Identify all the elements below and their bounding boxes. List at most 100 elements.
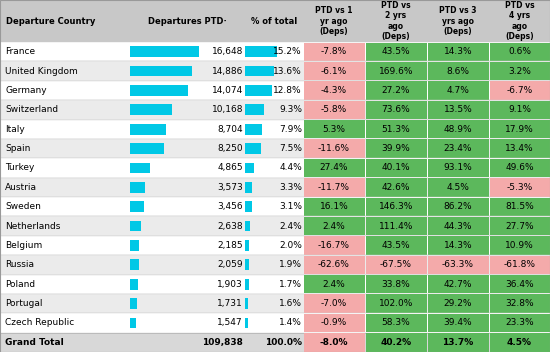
Bar [130,318,136,328]
Bar [366,197,426,216]
Text: Switzerland: Switzerland [5,105,58,114]
Text: 3,573: 3,573 [217,183,243,192]
Text: 10.9%: 10.9% [505,241,534,250]
Bar [0,61,550,81]
Text: -11.6%: -11.6% [318,144,350,153]
Text: Portugal: Portugal [5,299,42,308]
Text: 23.4%: 23.4% [444,144,472,153]
Text: 5.3%: 5.3% [322,125,345,134]
Bar [304,333,365,352]
Text: 14.3%: 14.3% [444,47,472,56]
Text: Departures PTD·: Departures PTD· [148,17,227,25]
Bar [490,139,549,158]
Text: PTD vs
2 yrs
ago
(Deps): PTD vs 2 yrs ago (Deps) [381,1,411,41]
Text: 27.4%: 27.4% [320,163,348,172]
Bar [0,275,550,294]
Bar [366,178,426,196]
Bar [304,101,365,119]
Bar [245,105,265,115]
Text: -5.8%: -5.8% [321,105,347,114]
Bar [130,46,199,57]
Text: 1.9%: 1.9% [279,260,302,269]
Bar [427,333,488,352]
Bar [366,81,426,100]
Text: Belgium: Belgium [5,241,42,250]
Text: PTD vs
4 yrs
ago
(Deps): PTD vs 4 yrs ago (Deps) [505,1,534,41]
Text: 100.0%: 100.0% [265,338,302,347]
Bar [0,100,550,119]
Bar [130,163,150,173]
Bar [0,178,550,197]
Text: Austria: Austria [5,183,37,192]
Text: France: France [5,47,35,56]
Text: Italy: Italy [5,125,25,134]
Text: Netherlands: Netherlands [5,221,60,231]
Text: 49.6%: 49.6% [505,163,534,172]
Text: 8,250: 8,250 [217,144,243,153]
Bar [130,201,144,212]
Text: 2,185: 2,185 [217,241,243,250]
Bar [427,81,488,100]
Bar [304,62,365,80]
Text: 1.4%: 1.4% [279,319,302,327]
Text: 1.6%: 1.6% [279,299,302,308]
Text: 4.7%: 4.7% [447,86,470,95]
Bar [366,139,426,158]
Bar [366,333,426,352]
Text: 40.1%: 40.1% [382,163,410,172]
Text: 3,456: 3,456 [217,202,243,211]
Bar [0,333,550,352]
Text: 7.9%: 7.9% [279,125,302,134]
Bar [366,236,426,254]
Text: 23.3%: 23.3% [505,319,534,327]
Text: 16.1%: 16.1% [320,202,348,211]
Text: 27.7%: 27.7% [505,221,534,231]
Text: 0.6%: 0.6% [508,47,531,56]
Text: 13.5%: 13.5% [444,105,472,114]
Text: Poland: Poland [5,280,35,289]
Text: -8.0%: -8.0% [320,338,348,347]
Bar [130,221,141,231]
Text: 1,731: 1,731 [217,299,243,308]
Text: Spain: Spain [5,144,30,153]
Text: 4.5%: 4.5% [507,338,532,347]
Bar [427,178,488,196]
Bar [427,62,488,80]
Bar [304,275,365,293]
Text: 1,547: 1,547 [217,319,243,327]
Bar [0,139,550,158]
Bar [130,143,164,154]
Text: Russia: Russia [5,260,34,269]
Bar [427,139,488,158]
Bar [0,313,550,333]
Bar [245,46,277,57]
Bar [304,120,365,138]
Bar [490,197,549,216]
Bar [304,81,365,100]
Bar [366,217,426,235]
Text: PTD vs 1
yr ago
(Deps): PTD vs 1 yr ago (Deps) [315,6,353,36]
Text: 44.3%: 44.3% [444,221,472,231]
Bar [427,256,488,274]
Bar [366,159,426,177]
Bar [304,217,365,235]
Bar [304,197,365,216]
Bar [304,294,365,313]
Bar [245,124,262,134]
Bar [490,314,549,332]
Text: 39.4%: 39.4% [444,319,472,327]
Bar [130,124,166,134]
Text: 146.3%: 146.3% [379,202,413,211]
Text: 13.6%: 13.6% [273,67,302,76]
Bar [245,240,249,251]
Text: 13.4%: 13.4% [505,144,534,153]
Text: 36.4%: 36.4% [505,280,534,289]
Text: -16.7%: -16.7% [318,241,350,250]
Bar [490,43,549,61]
Text: 3.2%: 3.2% [508,67,531,76]
Text: 51.3%: 51.3% [382,125,410,134]
Text: -5.3%: -5.3% [507,183,532,192]
Text: 169.6%: 169.6% [379,67,413,76]
Bar [490,333,549,352]
Bar [366,294,426,313]
